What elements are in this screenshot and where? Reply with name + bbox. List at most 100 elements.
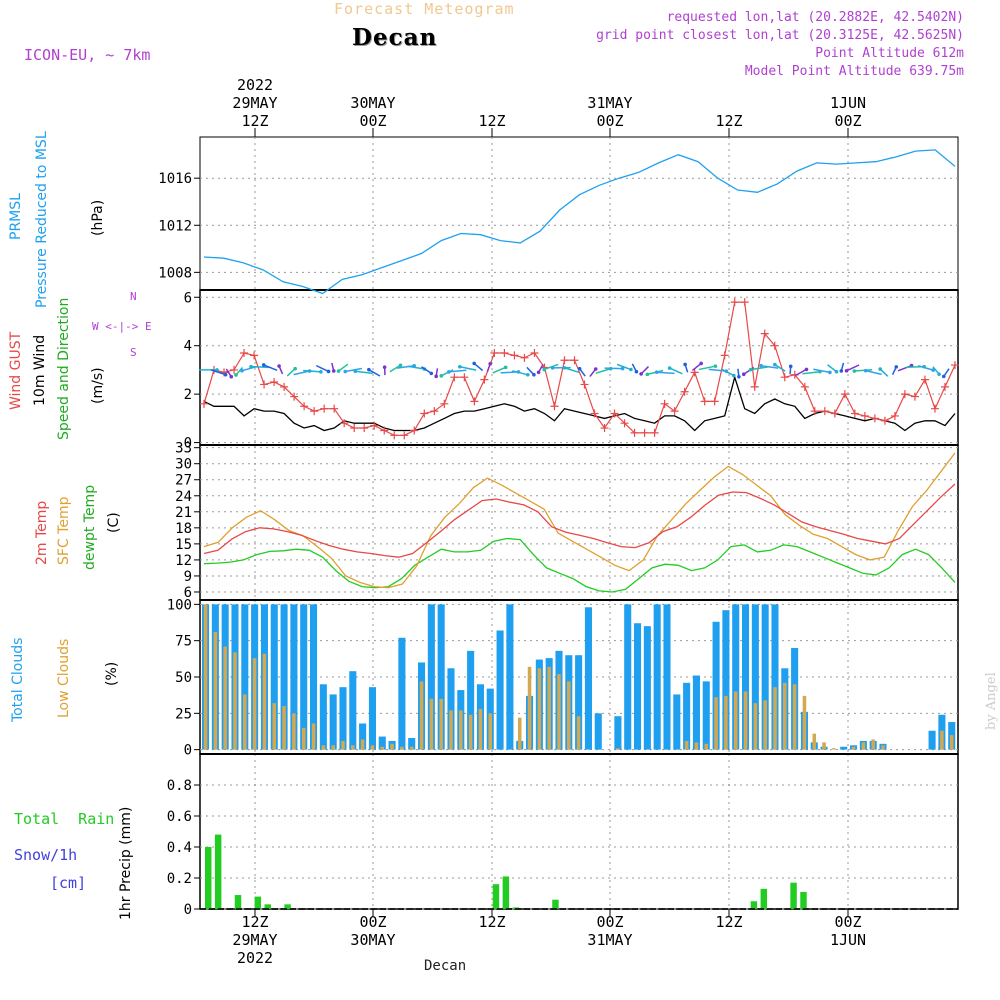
gust-marker bbox=[460, 373, 469, 382]
gust-marker bbox=[650, 428, 659, 437]
wind-direction-arrow bbox=[421, 366, 432, 375]
point-altitude: Point Altitude 612m bbox=[815, 46, 964, 61]
y-tick-label: 27 bbox=[175, 473, 192, 489]
y-tick-label: 24 bbox=[175, 489, 192, 505]
gust-marker bbox=[710, 397, 719, 406]
total-cloud-bar bbox=[329, 694, 337, 750]
gust-marker bbox=[280, 382, 289, 391]
wind-arrow-head bbox=[319, 370, 323, 374]
gust-marker bbox=[580, 380, 589, 389]
total-cloud-bar bbox=[349, 671, 357, 750]
low-cloud-bar bbox=[341, 740, 345, 750]
wind-direction-arrow bbox=[448, 369, 467, 373]
gust-marker bbox=[680, 387, 689, 396]
wind-arrow-head bbox=[828, 370, 832, 375]
gust-marker bbox=[520, 353, 529, 362]
low-cloud-bar bbox=[409, 746, 414, 750]
rain-bar bbox=[205, 847, 212, 909]
wind-arrow-head bbox=[261, 363, 266, 367]
low-cloud-bar bbox=[733, 691, 738, 750]
wind-arrow-head bbox=[367, 367, 371, 372]
wind-direction-arrow bbox=[794, 368, 807, 377]
total-cloud-bar bbox=[643, 626, 651, 750]
wind-direction-arrow bbox=[750, 366, 768, 371]
wind-arrow-head bbox=[878, 367, 882, 371]
y-tick-label: 1008 bbox=[158, 265, 192, 281]
gust-marker bbox=[330, 404, 339, 413]
gust-marker bbox=[930, 404, 939, 413]
wind-direction-arrow bbox=[210, 369, 226, 376]
wind-arrow-head bbox=[550, 366, 555, 370]
panel-frame bbox=[199, 136, 959, 291]
total-cloud-bar bbox=[663, 604, 671, 750]
wind-arrow-head bbox=[434, 374, 438, 379]
wind-direction-arrow bbox=[865, 369, 882, 376]
total-cloud-bar bbox=[584, 607, 592, 750]
wind-direction-arrow bbox=[813, 368, 831, 374]
wind-arrow-head bbox=[839, 369, 844, 373]
gust-marker bbox=[720, 351, 729, 360]
gust-marker bbox=[360, 424, 369, 433]
total-cloud-bar bbox=[594, 713, 602, 750]
total-cloud-bar bbox=[310, 604, 318, 750]
wind-direction-arrow bbox=[656, 371, 675, 375]
gust-marker bbox=[890, 411, 899, 420]
gust-marker bbox=[590, 409, 599, 418]
y-tick-label: 33 bbox=[175, 441, 192, 457]
gust-marker bbox=[600, 424, 609, 433]
top-time-label: 31MAY bbox=[587, 94, 633, 112]
gust-marker bbox=[340, 419, 349, 428]
gust-marker bbox=[660, 399, 669, 408]
bottom-time-label: 1JUN bbox=[829, 931, 867, 949]
gust-marker bbox=[900, 390, 909, 399]
low-cloud-bar bbox=[439, 698, 443, 750]
y-tick-label: 30 bbox=[175, 457, 192, 473]
total-cloud-bar bbox=[437, 604, 445, 750]
low-cloud-bar bbox=[753, 703, 758, 750]
y-tick-label: 21 bbox=[175, 505, 192, 521]
wind-direction-arrow bbox=[473, 362, 484, 372]
wind-direction-arrow bbox=[407, 365, 425, 370]
rain-bar bbox=[214, 834, 222, 909]
wind-arrow-head bbox=[937, 372, 941, 376]
wind-arrow-head bbox=[645, 372, 650, 377]
low-cloud-bar bbox=[272, 703, 277, 750]
low-cloud-bar bbox=[773, 687, 777, 750]
bottom-time-label: 12Z bbox=[478, 913, 506, 931]
requested-coords: requested lon,lat (20.2882E, 42.5402N) bbox=[666, 10, 964, 25]
gust-marker bbox=[700, 397, 709, 406]
footer-location: Decan bbox=[424, 958, 467, 974]
gust-marker bbox=[490, 348, 499, 357]
gust-marker bbox=[290, 392, 299, 401]
wind-arrow-head bbox=[773, 362, 777, 367]
gust-marker bbox=[640, 428, 649, 437]
dewpoint-line bbox=[203, 537, 956, 593]
pressure-line bbox=[203, 149, 956, 295]
low-cloud-bar bbox=[557, 674, 561, 750]
gust-marker bbox=[260, 380, 269, 389]
gust-marker bbox=[870, 414, 879, 423]
total-cloud-bar bbox=[634, 623, 642, 750]
gust-marker bbox=[200, 399, 208, 408]
total-cloud-bar bbox=[673, 694, 681, 750]
snow-label: Snow/1h bbox=[14, 846, 78, 864]
y-tick-label: 100 bbox=[167, 597, 192, 613]
low-cloud-bar bbox=[311, 723, 316, 750]
top-time-label: 00Z bbox=[834, 112, 862, 130]
wind-arrow-head bbox=[229, 374, 234, 379]
gust-marker bbox=[250, 351, 259, 360]
wind-arrow-head bbox=[382, 365, 387, 369]
gust-marker bbox=[300, 402, 309, 411]
gust-marker bbox=[390, 431, 399, 440]
y-tick-label: 1012 bbox=[158, 218, 192, 234]
top-time-label: 12Z bbox=[715, 112, 743, 130]
wind-arrow-head bbox=[343, 369, 348, 374]
low-cloud-bar bbox=[812, 733, 817, 750]
wind-arrow-head bbox=[788, 364, 793, 369]
total-cloud-bar bbox=[751, 604, 759, 750]
wind-direction-arrow bbox=[802, 371, 821, 375]
wind-direction-arrow bbox=[691, 362, 702, 372]
bottom-time-label: 12Z bbox=[715, 913, 743, 931]
wind-arrow-head bbox=[639, 372, 643, 376]
